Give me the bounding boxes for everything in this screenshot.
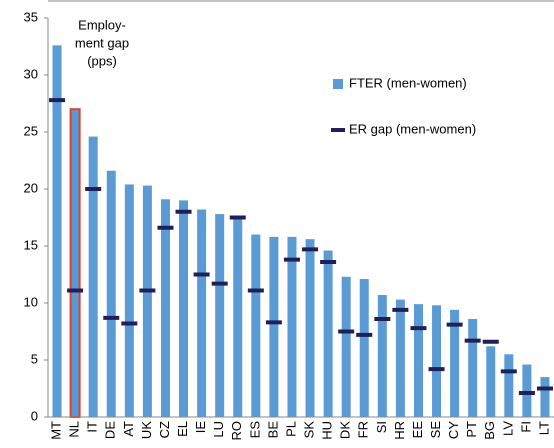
bar [160, 199, 170, 417]
bar [468, 318, 478, 417]
x-tick-label: SE [428, 421, 443, 439]
x-tick-label: CY [446, 421, 461, 439]
x-tick-label: SK [301, 421, 316, 439]
x-tick-label: LT [536, 421, 551, 435]
x-tick-label: EE [410, 421, 425, 439]
bar [69, 108, 81, 418]
x-tick-label: PL [283, 421, 298, 437]
x-tick-label: IE [193, 421, 208, 434]
bar [251, 234, 261, 417]
x-tick-label: AT [121, 421, 136, 437]
annotation: (pps) [87, 53, 117, 68]
bar [88, 136, 98, 417]
bar [142, 185, 152, 417]
bar [540, 377, 550, 417]
bar [341, 276, 351, 417]
bar [106, 170, 116, 417]
x-tick-label: HR [392, 421, 407, 440]
x-tick-label: FI [518, 421, 533, 433]
bar [413, 304, 423, 417]
bar [215, 214, 225, 417]
x-tick-label: PT [464, 421, 479, 438]
x-tick-label: BG [482, 421, 497, 440]
x-tick-label: LV [500, 421, 515, 436]
y-tick-label: 20 [24, 180, 38, 195]
bar [486, 346, 496, 417]
x-tick-label: DE [103, 421, 118, 439]
bar [504, 354, 514, 417]
bar [323, 250, 333, 417]
bar [522, 364, 532, 417]
legend-swatch [333, 79, 343, 89]
bar [124, 184, 134, 417]
bar [450, 309, 460, 417]
bar [305, 239, 315, 417]
bar [52, 45, 62, 418]
y-tick-label: 25 [24, 123, 38, 138]
x-tick-label: EL [175, 421, 190, 437]
x-tick-label: SI [374, 421, 389, 433]
x-tick-label: UK [139, 421, 154, 439]
x-tick-label: ES [247, 421, 262, 439]
bar [377, 295, 387, 417]
bar [269, 236, 279, 417]
x-tick-label: IT [85, 421, 100, 433]
x-tick-label: LU [211, 421, 226, 438]
bar [233, 217, 243, 417]
y-tick-label: 30 [24, 66, 38, 81]
x-tick-label: DK [338, 421, 353, 439]
bar [287, 236, 297, 417]
y-tick-label: 35 [24, 9, 38, 24]
bar [179, 200, 189, 417]
y-tick-label: 5 [31, 351, 38, 366]
x-tick-label: CZ [157, 421, 172, 438]
x-tick-label: RO [229, 421, 244, 441]
y-tick-label: 10 [24, 294, 38, 309]
x-tick-label: NL [67, 421, 82, 438]
annotation: ment gap [75, 35, 129, 50]
x-tick-label: FR [356, 421, 371, 438]
y-tick-label: 0 [31, 408, 38, 423]
x-tick-label: HU [320, 421, 335, 440]
y-tick-label: 15 [24, 237, 38, 252]
x-tick-label: BE [265, 421, 280, 439]
legend-label: ER gap (men-women) [349, 121, 476, 136]
bar [359, 279, 369, 417]
legend-label: FTER (men-women) [349, 75, 467, 90]
bar [395, 299, 405, 417]
annotation: Employ- [78, 17, 126, 32]
bar [197, 209, 207, 417]
x-tick-label: MT [48, 421, 63, 440]
bar [432, 305, 442, 417]
